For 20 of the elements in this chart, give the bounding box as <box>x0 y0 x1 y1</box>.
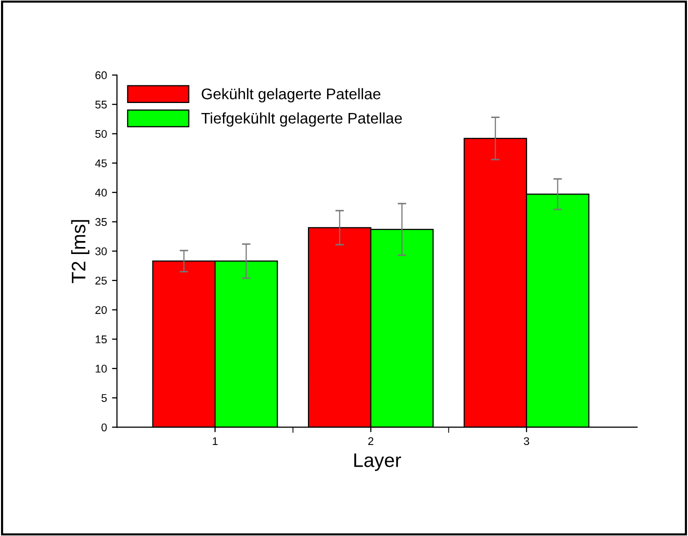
y-tick-label: 55 <box>95 100 107 109</box>
y-tick-label: 60 <box>95 71 107 80</box>
y-axis-title: T2 [ms] <box>71 220 90 284</box>
x-tick-label: 3 <box>524 437 530 446</box>
y-tick-label: 5 <box>102 394 107 402</box>
x-tick-label: 2 <box>368 437 374 445</box>
legend-label: Tiefgekühlt gelagerte Patellae <box>201 112 402 127</box>
y-tick-label: 50 <box>95 130 107 138</box>
x-tick-label: 1 <box>212 437 218 445</box>
y-tick-label: 30 <box>95 247 107 256</box>
y-tick-label: 10 <box>96 364 107 373</box>
y-tick-label: 45 <box>95 159 107 168</box>
y-tick-label: 20 <box>95 306 107 314</box>
x-axis-title: Layer <box>354 454 402 471</box>
y-tick-label: 40 <box>95 188 107 197</box>
legend-label: Gekühlt gelagerte Patellae <box>202 88 380 102</box>
y-tick-label: 0 <box>101 423 107 432</box>
y-tick-label: 35 <box>95 218 107 226</box>
y-tick-label: 15 <box>96 336 107 344</box>
y-tick-label: 25 <box>95 276 107 285</box>
